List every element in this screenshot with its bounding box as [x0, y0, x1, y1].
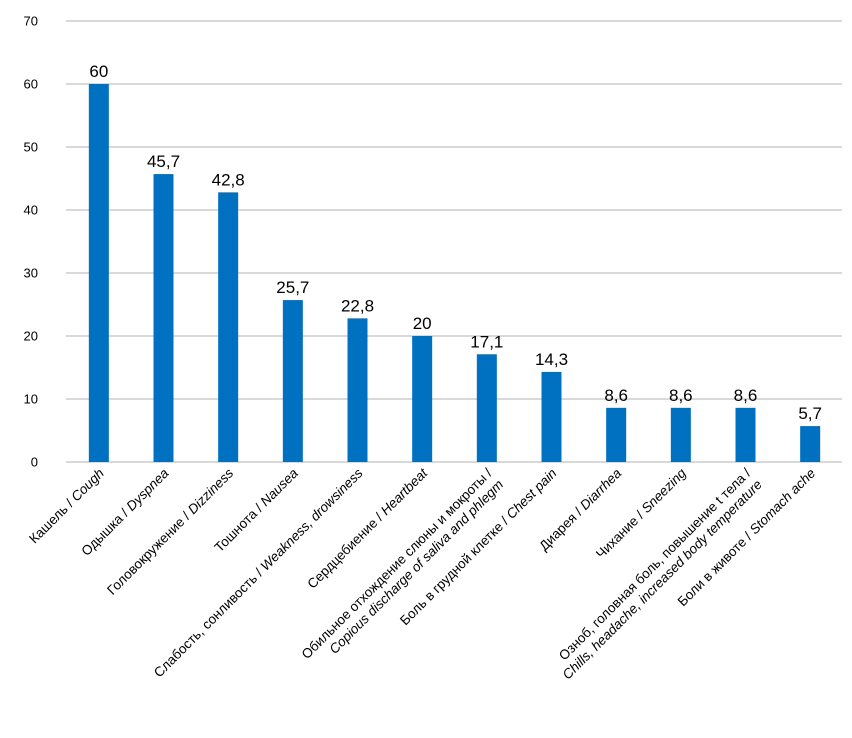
data-label: 60 [89, 62, 108, 81]
y-tick-label: 40 [24, 203, 38, 218]
category-label-line: Copious discharge of saliva and phlegm [326, 477, 506, 657]
bar [606, 407, 627, 462]
data-label: 8,6 [669, 386, 693, 405]
bar [800, 426, 821, 462]
data-label: 25,7 [276, 278, 309, 297]
category-label: Головокружение / Dizziness [104, 465, 236, 597]
y-tick-label: 0 [31, 455, 38, 470]
bar [282, 300, 303, 462]
bar [412, 336, 433, 462]
data-label: 42,8 [212, 170, 245, 189]
data-label: 8,6 [734, 386, 758, 405]
value-labels: 60 45,7 42,8 25,7 22,8 20 17,1 14,3 8,6 8,6 8,6 5,7 [89, 62, 822, 423]
y-tick-label: 60 [24, 77, 38, 92]
bar [347, 318, 368, 462]
y-tick-label: 30 [24, 266, 38, 281]
category-label-line: Головокружение / Dizziness [104, 465, 236, 597]
bar [735, 407, 756, 462]
data-label: 8,6 [604, 386, 628, 405]
y-tick-label: 50 [24, 140, 38, 155]
y-tick-label: 70 [24, 14, 38, 29]
bar [541, 371, 562, 462]
bar [218, 192, 239, 463]
y-axis-ticks: 0 10 20 30 40 50 60 70 [24, 14, 38, 470]
gridlines [66, 20, 842, 463]
data-label: 5,7 [798, 404, 822, 423]
data-label: 45,7 [147, 152, 180, 171]
y-tick-label: 10 [24, 392, 38, 407]
data-label: 17,1 [470, 332, 503, 351]
data-label: 14,3 [535, 350, 568, 369]
bar [476, 354, 497, 462]
bars [88, 84, 821, 463]
y-tick-label: 20 [24, 329, 38, 344]
data-label: 20 [413, 314, 432, 333]
bar [670, 407, 691, 462]
bar [88, 84, 109, 462]
data-label: 22,8 [341, 296, 374, 315]
bar [153, 174, 174, 462]
